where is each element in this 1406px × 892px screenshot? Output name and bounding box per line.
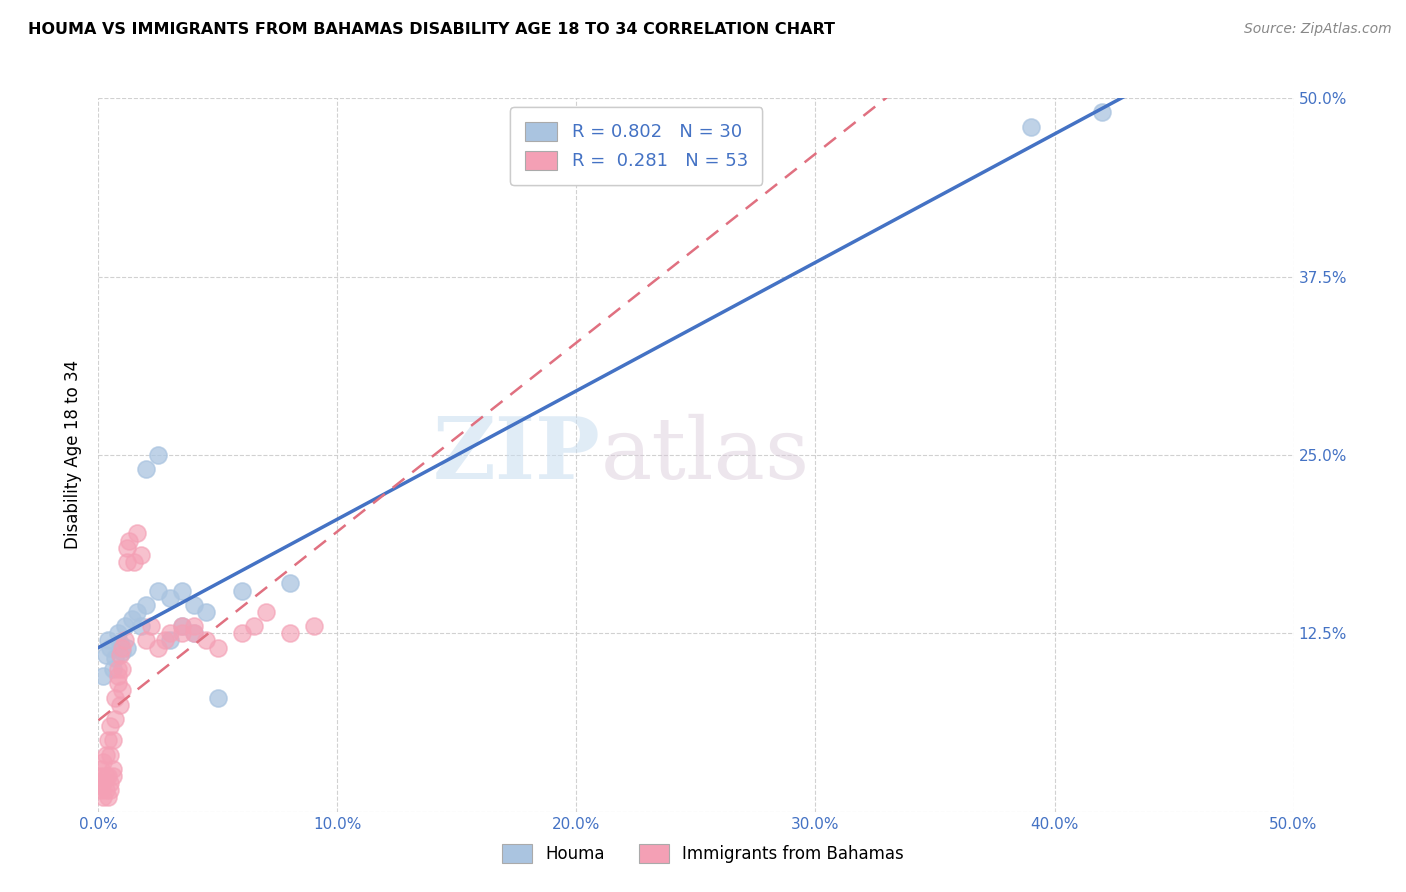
Point (135, 462, 157, 476)
Point (1019, 120, 1042, 134)
Point (194, 605, 218, 619)
Point (91, 790, 114, 805)
Point (194, 633, 218, 648)
Point (94, 648, 117, 662)
Point (104, 690, 127, 705)
Legend: R = 0.802   N = 30, R =  0.281   N = 53: R = 0.802 N = 30, R = 0.281 N = 53 (510, 107, 762, 185)
Point (183, 626, 205, 640)
Point (159, 626, 181, 640)
Point (231, 583, 253, 598)
Point (278, 576, 301, 591)
Point (94, 783, 117, 797)
Text: HOUMA VS IMMIGRANTS FROM BAHAMAS DISABILITY AGE 18 TO 34 CORRELATION CHART: HOUMA VS IMMIGRANTS FROM BAHAMAS DISABIL… (28, 22, 835, 37)
Point (148, 448, 170, 462)
Point (111, 640, 134, 655)
Point (183, 619, 205, 633)
Point (97, 790, 120, 805)
Legend: Houma, Immigrants from Bahamas: Houma, Immigrants from Bahamas (491, 833, 915, 875)
Point (111, 662, 134, 676)
Point (98, 776, 122, 790)
Point (94, 747, 117, 762)
Point (172, 619, 194, 633)
Point (155, 633, 177, 648)
Text: atlas: atlas (600, 413, 810, 497)
Point (90, 783, 112, 797)
Point (121, 612, 143, 626)
Point (108, 648, 131, 662)
Point (172, 583, 194, 598)
Point (114, 619, 136, 633)
Point (278, 626, 301, 640)
Point (124, 555, 146, 569)
Point (148, 640, 170, 655)
Point (107, 676, 129, 690)
Point (98, 783, 122, 797)
Point (108, 698, 131, 712)
Point (91, 755, 114, 769)
Point (91, 669, 114, 683)
Point (101, 762, 124, 776)
Point (97, 733, 120, 747)
Point (107, 662, 129, 676)
Point (207, 640, 229, 655)
Point (183, 626, 205, 640)
Point (97, 769, 120, 783)
Point (207, 690, 229, 705)
Point (114, 633, 136, 648)
Point (183, 598, 205, 612)
Point (98, 719, 122, 733)
Point (101, 769, 124, 783)
Point (111, 683, 134, 698)
Point (89, 776, 111, 790)
Point (1091, 105, 1114, 120)
Point (101, 662, 124, 676)
Point (131, 548, 153, 562)
Point (107, 626, 129, 640)
Point (97, 633, 120, 648)
Point (302, 619, 325, 633)
Point (172, 619, 194, 633)
Point (111, 645, 134, 659)
Point (243, 619, 266, 633)
Point (135, 598, 157, 612)
Point (148, 583, 170, 598)
Point (104, 712, 127, 726)
Point (159, 591, 181, 605)
Point (115, 541, 138, 555)
Point (231, 626, 253, 640)
Point (115, 555, 138, 569)
Point (135, 633, 157, 648)
Point (118, 533, 141, 548)
Point (91, 776, 114, 790)
Point (254, 605, 277, 619)
Point (107, 669, 129, 683)
Point (172, 626, 194, 640)
Point (108, 636, 131, 650)
Y-axis label: Disability Age 18 to 34: Disability Age 18 to 34 (65, 360, 83, 549)
Point (125, 526, 148, 541)
Text: Source: ZipAtlas.com: Source: ZipAtlas.com (1244, 22, 1392, 37)
Text: ZIP: ZIP (433, 413, 600, 497)
Point (104, 650, 127, 665)
Point (90, 769, 112, 783)
Point (98, 747, 122, 762)
Point (125, 605, 148, 619)
Point (94, 769, 117, 783)
Point (98, 640, 122, 655)
Point (90, 762, 112, 776)
Point (101, 733, 124, 747)
Point (139, 619, 162, 633)
Point (115, 640, 138, 655)
Point (131, 619, 153, 633)
Point (159, 633, 181, 648)
